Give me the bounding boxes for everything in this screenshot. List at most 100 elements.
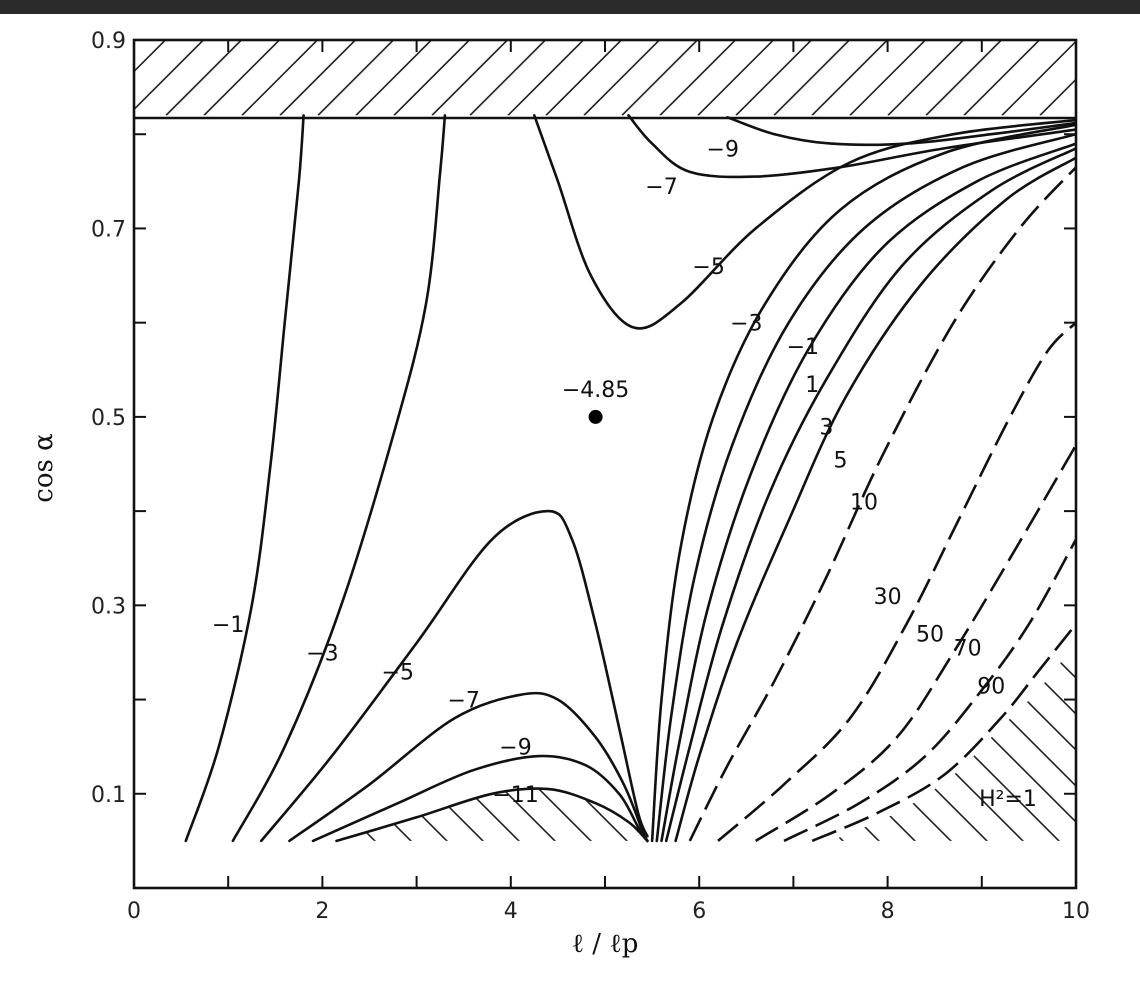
contour-line: [688, 166, 1076, 842]
contour-label: 10: [850, 491, 878, 516]
hatch-line: [341, 788, 567, 841]
contour-line: [726, 116, 1076, 147]
hatch-line: [279, 40, 356, 116]
hatch-line: [963, 40, 1040, 116]
excluded-region-label: H²=1: [979, 787, 1037, 812]
hatch-line: [811, 40, 888, 116]
hatch-line: [877, 643, 1076, 841]
hatch-line: [659, 40, 736, 116]
hatch-line: [0, 588, 134, 888]
x-tick-label: 4: [504, 899, 518, 924]
x-axis-title: ℓ / ℓp: [572, 929, 639, 959]
hatch-line: [469, 40, 546, 116]
hatch-line: [950, 588, 1140, 888]
contour-line: [783, 538, 1076, 843]
contour-line: [288, 691, 649, 843]
contour-label: −7: [447, 689, 479, 714]
hatch-line: [241, 40, 318, 116]
hatch-line: [393, 40, 470, 116]
hatch-line: [341, 788, 531, 841]
contour-label: −9: [499, 736, 531, 761]
minimum-point-label: −4.85: [562, 378, 629, 403]
excluded-region-top: [14, 40, 1140, 116]
hatch-line: [734, 588, 1034, 888]
contour-label: −11: [492, 783, 538, 808]
hatch-line: [949, 643, 1076, 841]
hatch-line: [341, 788, 351, 841]
hatch-line: [1078, 40, 1140, 115]
hatch-line: [317, 40, 394, 116]
excluded-region-bottom-middle: [0, 588, 1140, 888]
hatch-line: [831, 643, 927, 841]
hatch-line: [625, 788, 648, 841]
y-tick-label: 0.9: [91, 29, 126, 54]
hatch-line: [583, 40, 660, 116]
hatch-line: [1021, 643, 1076, 841]
hatch-line: [355, 40, 432, 116]
axis-tick-labels: 0 2 4 6 8 10 0.1 0.3 0.5 0.7 0.9: [91, 29, 1090, 924]
hatch-line: [0, 588, 206, 888]
contour-label: −3: [730, 312, 762, 337]
hatch-line: [545, 40, 622, 116]
hatch-line: [1001, 40, 1076, 116]
hatch-line: [806, 588, 1106, 888]
contour-label: −3: [306, 641, 338, 666]
contour-line: [184, 114, 305, 843]
hatch-line: [1094, 588, 1140, 888]
hatch-line: [341, 788, 639, 841]
hatch-line: [831, 643, 963, 841]
contour-line: [717, 321, 1076, 842]
hatch-line: [14, 40, 89, 115]
hatch-line: [14, 588, 314, 888]
hatch-line: [50, 588, 350, 888]
hatch-line: [1022, 588, 1140, 888]
contour-line: [533, 114, 1076, 330]
x-tick-label: 2: [315, 899, 329, 924]
hatch-line: [1094, 588, 1140, 888]
window-top-bar: [0, 0, 1140, 14]
hatch-line: [122, 588, 422, 888]
contour-line: [674, 156, 1076, 843]
hatch-line: [849, 40, 926, 116]
hatch-line: [1130, 588, 1140, 888]
hatch-line: [621, 40, 698, 116]
hatch-line: [0, 588, 242, 888]
hatch-line: [0, 588, 242, 888]
hatch-line: [0, 588, 206, 888]
hatch-line: [735, 40, 812, 116]
y-axis-title: cos α: [29, 433, 59, 502]
hatch-line: [887, 40, 964, 116]
hatch-line: [913, 643, 1076, 841]
x-tick-label: 0: [127, 899, 141, 924]
contour-label: 70: [954, 637, 982, 662]
hatch-line: [14, 588, 314, 888]
hatch-line: [341, 788, 495, 841]
contour-line: [627, 114, 1076, 179]
hatch-line: [230, 588, 530, 888]
hatch-line: [134, 40, 166, 73]
hatch-line: [831, 643, 891, 841]
hatch-line: [165, 40, 242, 116]
contour-line: [660, 142, 1076, 843]
x-tick-label: 6: [692, 899, 706, 924]
hatch-line: [0, 588, 170, 888]
contour-label: −1: [787, 335, 819, 360]
hatch-line: [925, 40, 1002, 116]
hatch-line: [0, 588, 134, 888]
contour-label: 50: [916, 623, 944, 648]
hatch-line: [507, 40, 584, 116]
contour-label: 30: [874, 585, 902, 610]
contour-label: 90: [977, 674, 1005, 699]
hatch-line: [831, 643, 1035, 841]
axis-ticks: [133, 39, 1077, 888]
contour-line: [655, 132, 1076, 843]
contour-label: −7: [645, 175, 677, 200]
contour-line: [335, 787, 649, 843]
hatch-line: [410, 588, 710, 888]
hatch-line: [373, 788, 648, 841]
minimum-point: [588, 409, 603, 424]
hatch-line: [1039, 78, 1076, 116]
hatch-line: [0, 588, 170, 888]
